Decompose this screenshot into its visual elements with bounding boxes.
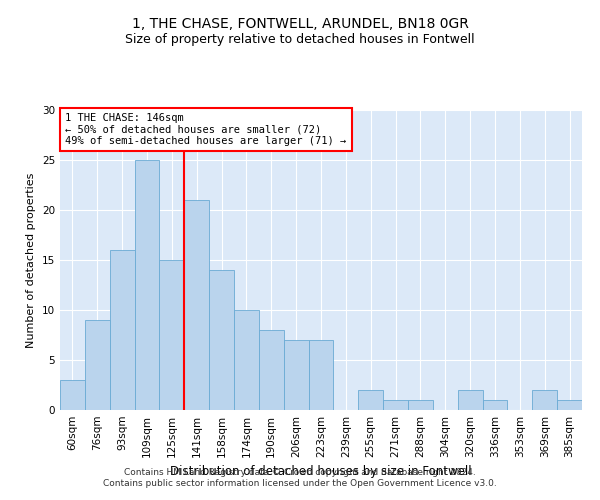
Bar bbox=[358, 390, 383, 410]
Bar bbox=[458, 390, 482, 410]
Bar bbox=[184, 200, 209, 410]
Text: 1, THE CHASE, FONTWELL, ARUNDEL, BN18 0GR: 1, THE CHASE, FONTWELL, ARUNDEL, BN18 0G… bbox=[131, 18, 469, 32]
Text: Size of property relative to detached houses in Fontwell: Size of property relative to detached ho… bbox=[125, 32, 475, 46]
Bar bbox=[60, 380, 85, 410]
Y-axis label: Number of detached properties: Number of detached properties bbox=[26, 172, 37, 348]
Bar bbox=[259, 330, 284, 410]
Bar bbox=[284, 340, 308, 410]
Bar bbox=[308, 340, 334, 410]
Bar bbox=[85, 320, 110, 410]
Bar bbox=[532, 390, 557, 410]
Bar bbox=[557, 400, 582, 410]
Bar bbox=[383, 400, 408, 410]
Bar bbox=[482, 400, 508, 410]
X-axis label: Distribution of detached houses by size in Fontwell: Distribution of detached houses by size … bbox=[170, 466, 472, 478]
Bar bbox=[160, 260, 184, 410]
Bar bbox=[209, 270, 234, 410]
Text: 1 THE CHASE: 146sqm
← 50% of detached houses are smaller (72)
49% of semi-detach: 1 THE CHASE: 146sqm ← 50% of detached ho… bbox=[65, 113, 346, 146]
Bar bbox=[234, 310, 259, 410]
Bar bbox=[110, 250, 134, 410]
Bar bbox=[408, 400, 433, 410]
Text: Contains HM Land Registry data © Crown copyright and database right 2024.
Contai: Contains HM Land Registry data © Crown c… bbox=[103, 468, 497, 487]
Bar bbox=[134, 160, 160, 410]
